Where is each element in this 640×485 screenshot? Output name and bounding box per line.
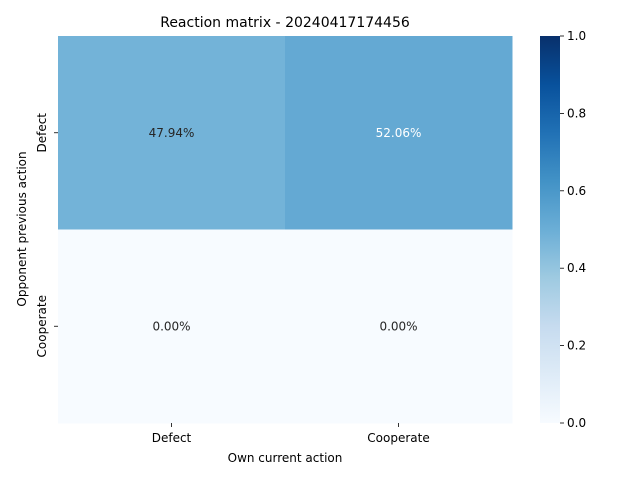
y-axis-ticks: Defect Cooperate [35, 113, 58, 357]
y-tick-label: Defect [35, 113, 49, 153]
colorbar-tick-label: 0.0 [567, 416, 586, 430]
cell-annotation-r1-c1: 0.00% [379, 319, 417, 333]
heatmap-cells [58, 36, 513, 424]
colorbar-ticks: 0.0 0.2 0.4 0.6 0.8 1.0 [560, 29, 586, 430]
colorbar-tick-label: 0.8 [567, 106, 586, 120]
chart-title: Reaction matrix - 20240417174456 [160, 15, 410, 31]
cell-annotation-r0-c1: 52.06% [376, 126, 422, 140]
heatmap-cell-r0-c1 [285, 36, 513, 230]
heatmap-cell-r1-c0 [58, 229, 286, 424]
x-tick-label: Cooperate [367, 431, 429, 445]
colorbar-tick-label: 0.6 [567, 184, 586, 198]
heatmap-cell-r0-c0 [58, 36, 286, 230]
colorbar [540, 36, 560, 423]
cell-annotation-r1-c0: 0.00% [152, 319, 190, 333]
y-tick-label: Cooperate [35, 295, 49, 357]
colorbar-tick-label: 0.4 [567, 261, 586, 275]
cell-annotation-r0-c0: 47.94% [149, 126, 195, 140]
x-tick-label: Defect [152, 431, 192, 445]
colorbar-tick-label: 0.2 [567, 339, 586, 353]
cell-annotations: 47.94% 52.06% 0.00% 0.00% [149, 126, 422, 334]
colorbar-tick-label: 1.0 [567, 29, 586, 43]
x-axis-label: Own current action [228, 451, 343, 465]
x-axis-ticks: Defect Cooperate [152, 423, 430, 445]
heatmap-cell-r1-c1 [285, 229, 513, 424]
y-axis-label: Opponent previous action [15, 151, 29, 306]
